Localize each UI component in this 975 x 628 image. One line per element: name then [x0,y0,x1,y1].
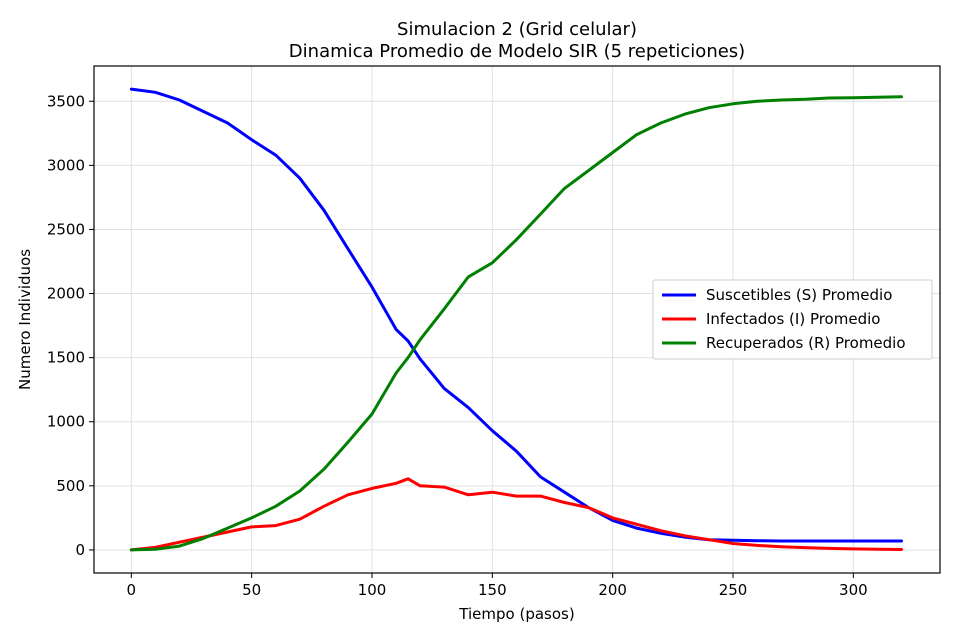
x-axis-label: Tiempo (pasos) [458,605,574,623]
x-tick-label: 100 [358,581,387,599]
x-tick-label: 200 [598,581,627,599]
legend-label-recuperados: Recuperados (R) Promedio [706,334,906,352]
chart-subtitle: Dinamica Promedio de Modelo SIR (5 repet… [289,41,745,62]
y-tick-label: 1500 [47,349,85,367]
series-layer [129,87,903,552]
y-tick-label: 2000 [47,285,85,303]
x-axis-ticks: 0 50 100 150 200 250 300 [127,573,868,599]
y-tick-label: 3500 [47,92,85,110]
legend-label-susceptibles: Suscetibles (S) Promedio [706,286,892,304]
legend-entry-infectados: Infectados (I) Promedio [662,310,880,328]
chart-title: Simulacion 2 (Grid celular) [397,19,637,40]
y-tick-label: 500 [56,477,85,495]
y-tick-label: 3000 [47,156,85,174]
x-tick-label: 250 [719,581,748,599]
x-tick-label: 300 [839,581,868,599]
legend-entry-recuperados: Recuperados (R) Promedio [662,334,906,352]
plot-frame [93,65,941,574]
series-line-infectados [129,477,903,552]
legend-entry-susceptibles: Suscetibles (S) Promedio [662,286,892,304]
x-tick-label: 0 [127,581,137,599]
x-tick-label: 150 [478,581,507,599]
legend-box [652,279,933,360]
legend-label-infectados: Infectados (I) Promedio [706,310,880,328]
y-tick-label: 2500 [47,220,85,238]
series-line-recuperados [129,95,903,552]
y-axis-label: Numero Individuos [16,249,34,390]
legend: Suscetibles (S) Promedio Infectados (I) … [652,279,933,360]
series-line-susceptibles [129,87,903,543]
y-axis-ticks: 0 500 1000 1500 2000 2500 3000 3500 [47,92,94,559]
x-tick-label: 50 [242,581,261,599]
y-tick-label: 1000 [47,413,85,431]
y-tick-label: 0 [75,541,85,559]
